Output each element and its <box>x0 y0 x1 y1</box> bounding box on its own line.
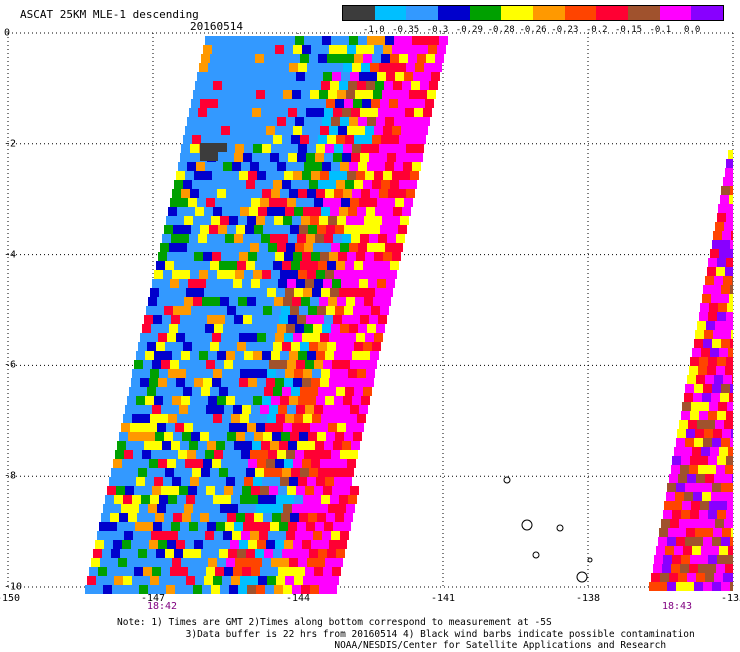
footnotes: Note: 1) Times are GMT 2)Times along bot… <box>117 617 695 652</box>
longitude-label: -141 <box>430 593 456 604</box>
pass-time-label: 18:43 <box>661 601 693 612</box>
colorbar-tick-label: 0.0 <box>684 25 701 35</box>
colorbar-swatch <box>469 6 502 20</box>
colorbar-swatch <box>691 6 724 20</box>
colorbar-swatch <box>564 6 597 20</box>
colorbar-tick-label: -0.28 <box>487 25 515 35</box>
note-line-2: 3)Data buffer is 22 hrs from 20160514 4)… <box>185 628 695 640</box>
colorbar-swatch <box>533 6 565 20</box>
color-scale-labels: -1.0 -0.35 -0.3 -0.29 -0.28 -0.26 -0.23 -0.2 -0.… <box>342 25 724 37</box>
swath-right <box>649 150 733 591</box>
pass-time-label: 18:42 <box>146 601 178 612</box>
note-line-1: Note: 1) Times are GMT 2)Times along bot… <box>117 617 552 628</box>
colorbar-tick-label: -1.0 <box>362 25 385 35</box>
longitude-label: -150 <box>0 593 21 604</box>
latitude-label: -10 <box>4 581 23 593</box>
longitude-label: -147 <box>140 593 166 604</box>
latitude-label: -6 <box>4 359 17 371</box>
product-date: 20160514 <box>190 20 243 33</box>
colorbar-tick-label: -0.26 <box>519 25 547 35</box>
colorbar-swatch <box>659 6 692 20</box>
colorbar-tick-label: -0.1 <box>649 25 672 35</box>
latitude-label: 0 <box>4 27 11 39</box>
colorbar-tick-label: -0.23 <box>551 25 579 35</box>
colorbar-tick-label: -0.35 <box>392 25 420 35</box>
colorbar-swatch <box>438 6 470 20</box>
colorbar-swatch <box>406 6 439 20</box>
latitude-label: -8 <box>4 470 17 482</box>
colorbar-swatch <box>343 6 375 20</box>
colorbar-tick-label: -0.3 <box>426 25 449 35</box>
product-title: ASCAT 25KM MLE-1 descending <box>20 8 199 21</box>
colorbar-tick-label: -0.2 <box>585 25 608 35</box>
colorbar-tick-label: -0.15 <box>614 25 643 35</box>
colorbar-swatch <box>374 6 407 20</box>
longitude-label: -138 <box>575 593 601 604</box>
note-line-3: NOAA/NESDIS/Center for Satellite Applica… <box>334 640 667 651</box>
colorbar-swatch <box>628 6 660 20</box>
color-scale-bar <box>342 5 724 21</box>
colorbar-swatch <box>596 6 629 20</box>
latitude-label: -4 <box>4 249 17 261</box>
colorbar-tick-label: -0.29 <box>455 25 483 35</box>
swath-main <box>85 36 448 594</box>
colorbar-swatch <box>501 6 534 20</box>
longitude-label: -135 <box>720 593 740 604</box>
islands <box>503 476 593 583</box>
latitude-label: -2 <box>4 138 17 150</box>
longitude-label: -144 <box>285 593 311 604</box>
